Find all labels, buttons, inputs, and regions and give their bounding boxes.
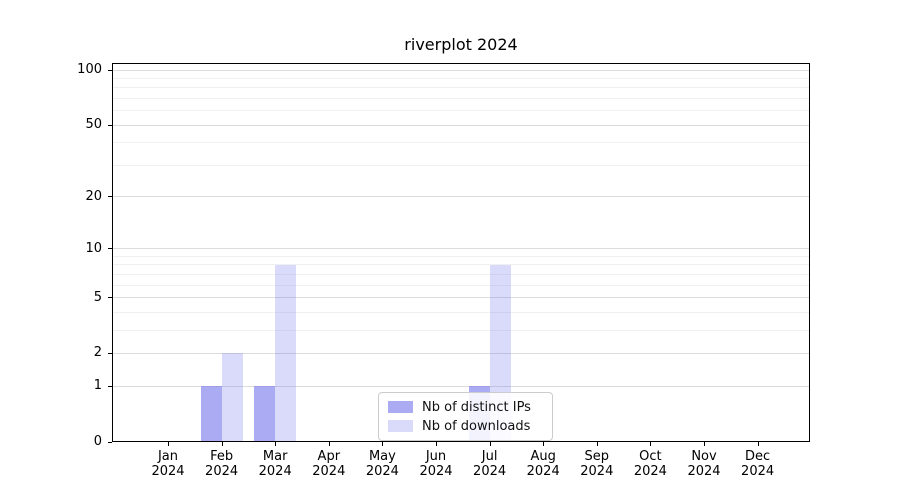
major-gridline	[112, 248, 810, 250]
y-tick	[108, 124, 112, 126]
minor-gridline	[112, 97, 810, 99]
bar-downloads	[275, 264, 297, 442]
y-tick-label: 0	[93, 434, 102, 449]
major-gridline	[112, 297, 810, 299]
legend-swatch-downloads	[388, 420, 413, 432]
minor-gridline	[112, 264, 810, 266]
legend-label-downloads: Nb of downloads	[422, 418, 531, 434]
x-tick-label: May 2024	[365, 449, 399, 479]
y-tick	[108, 196, 112, 198]
x-tick-label: Dec 2024	[741, 449, 775, 479]
y-tick	[108, 441, 112, 443]
x-tick	[704, 442, 705, 446]
major-gridline	[112, 196, 810, 198]
x-tick-label: Apr 2024	[312, 449, 346, 479]
y-tick	[108, 352, 112, 354]
y-tick-label: 1	[93, 378, 102, 394]
legend-swatch-distinct-ips	[388, 401, 413, 413]
y-tick	[108, 248, 112, 250]
legend-item-distinct-ips: Nb of distinct IPs	[388, 400, 543, 415]
minor-gridline	[112, 142, 810, 144]
major-gridline	[112, 69, 810, 71]
x-tick	[168, 442, 169, 446]
minor-gridline	[112, 273, 810, 275]
major-gridline	[112, 352, 810, 354]
bar-distinct-ips	[254, 386, 276, 442]
x-tick	[436, 442, 437, 446]
legend-label-distinct-ips: Nb of distinct IPs	[422, 399, 531, 415]
minor-gridline	[112, 77, 810, 79]
y-tick	[108, 385, 112, 387]
x-tick	[275, 442, 277, 446]
minor-gridline	[112, 255, 810, 257]
y-tick-label: 20	[85, 188, 102, 204]
x-tick-label: Jan 2024	[151, 449, 185, 479]
x-tick	[382, 442, 384, 446]
x-tick-label: Mar 2024	[258, 449, 292, 479]
y-tick-label: 50	[85, 117, 102, 133]
bar-downloads	[221, 353, 243, 442]
minor-gridline	[112, 87, 810, 89]
x-tick-label: Aug 2024	[526, 449, 560, 479]
minor-gridline	[112, 284, 810, 286]
y-tick	[108, 297, 112, 299]
minor-gridline	[112, 329, 810, 331]
minor-gridline	[112, 110, 810, 112]
minor-gridline	[112, 164, 810, 166]
y-tick-label: 2	[93, 345, 102, 361]
x-tick-label: Jul 2024	[473, 449, 507, 479]
major-gridline	[112, 124, 810, 126]
y-tick-label: 10	[85, 240, 102, 256]
minor-gridline	[112, 311, 810, 313]
x-tick-label: Sep 2024	[580, 449, 614, 479]
x-tick	[328, 442, 330, 446]
x-tick-label: Nov 2024	[687, 449, 721, 479]
x-tick	[650, 442, 652, 446]
y-tick-label: 5	[93, 289, 102, 305]
x-tick-label: Jun 2024	[419, 449, 453, 479]
bar-distinct-ips	[200, 386, 222, 442]
y-tick-label: 100	[77, 62, 102, 77]
x-tick-label: Oct 2024	[633, 449, 667, 479]
x-tick	[489, 442, 491, 446]
legend-item-downloads: Nb of downloads	[388, 419, 543, 434]
legend: Nb of distinct IPs Nb of downloads	[378, 392, 553, 441]
y-tick	[108, 69, 112, 71]
x-tick	[596, 442, 598, 446]
x-tick	[757, 442, 759, 446]
x-tick-label: Feb 2024	[205, 449, 239, 479]
x-tick	[221, 442, 223, 446]
x-tick	[543, 442, 545, 446]
chart-title: riverplot 2024	[404, 35, 518, 54]
